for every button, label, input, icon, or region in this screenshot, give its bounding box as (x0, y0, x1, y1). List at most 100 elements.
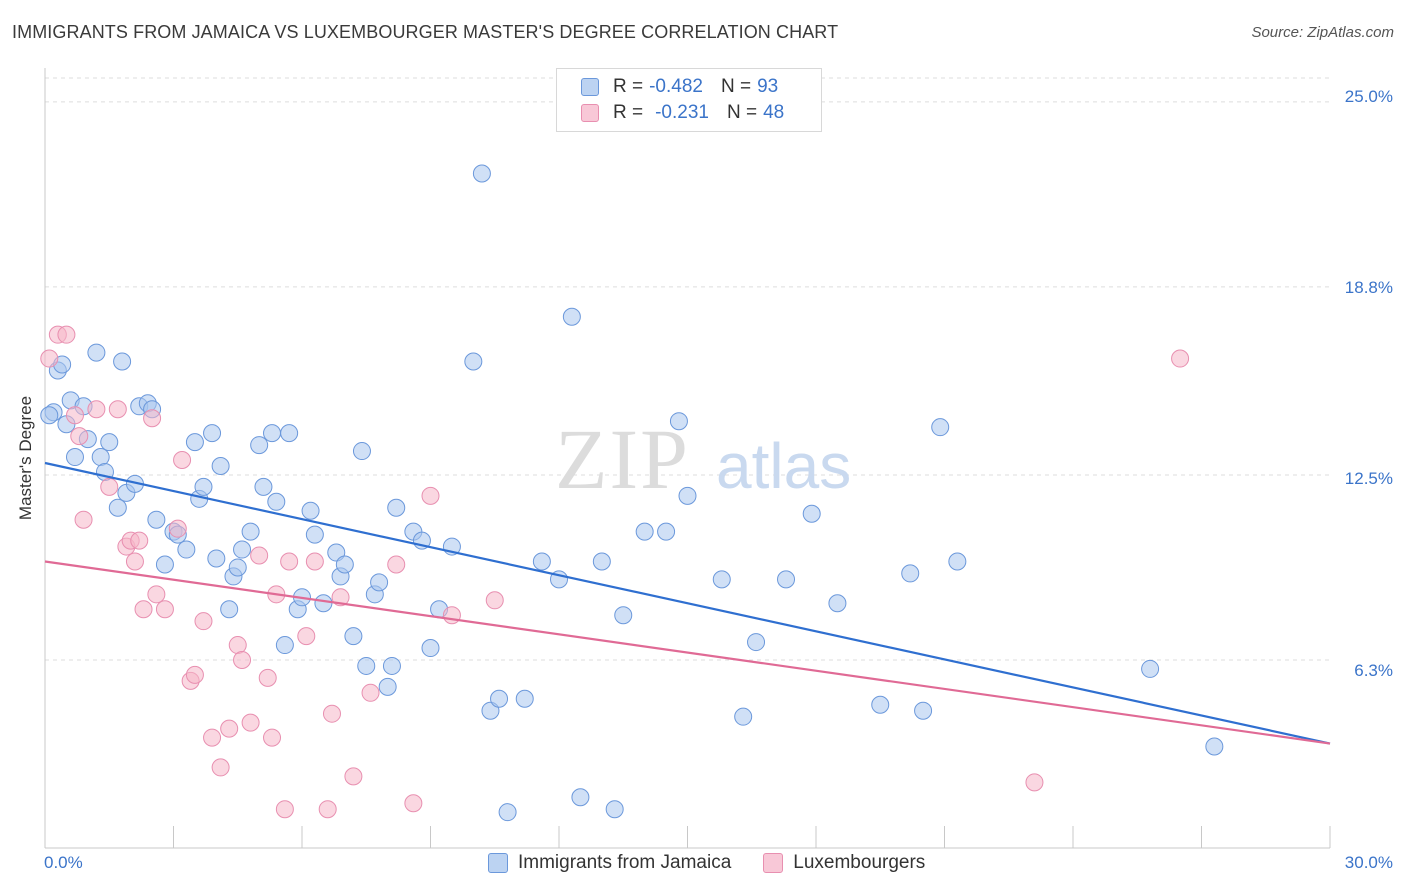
jamaica-point (357, 656, 376, 675)
legend-swatch-blue (488, 853, 508, 873)
luxembourger-point (228, 636, 247, 655)
legend-label: Luxembourgers (793, 852, 926, 873)
legend-n-value: 48 (763, 102, 785, 123)
watermark: ZIP atlas (555, 411, 851, 507)
jamaica-point (250, 436, 269, 455)
luxembourger-point (404, 794, 423, 813)
jamaica-point (592, 552, 611, 571)
luxembourger-point (275, 800, 294, 819)
chart-title: IMMIGRANTS FROM JAMAICA VS LUXEMBOURGER … (12, 22, 839, 42)
jamaica-point (605, 800, 624, 819)
jamaica-point (207, 549, 226, 568)
jamaica-point (267, 492, 286, 511)
luxembourger-point (421, 486, 440, 505)
jamaica-point (40, 406, 59, 425)
jamaica-point (185, 433, 204, 452)
legend-r-label: R = (613, 76, 644, 97)
jamaica-point (177, 540, 196, 559)
luxembourger-point (280, 552, 299, 571)
legend-n-label: N = (720, 76, 752, 97)
luxembourger-point (65, 406, 84, 425)
luxembourger-point (87, 400, 106, 419)
jamaica-point (108, 498, 127, 517)
jamaica-point (678, 486, 697, 505)
luxembourger-point (130, 531, 149, 550)
legend-label: Immigrants from Jamaica (518, 852, 732, 873)
luxembourger-point (1171, 349, 1190, 368)
jamaica-point (220, 600, 239, 619)
series-legend: Immigrants from Jamaica Luxembourgers (488, 852, 957, 874)
luxembourger-point (263, 728, 282, 747)
jamaica-point (931, 418, 950, 437)
source-label: Source: ZipAtlas.com (1251, 24, 1394, 41)
jamaica-point (657, 522, 676, 541)
jamaica-point (280, 424, 299, 443)
y-tick-label: 12.5% (1344, 469, 1393, 488)
luxembourger-point (100, 477, 119, 496)
luxembourger-point (70, 427, 89, 446)
legend-n-label: N = (726, 102, 758, 123)
luxembourger-point (387, 555, 406, 574)
jamaica-point (464, 352, 483, 371)
legend-item-jamaica: Immigrants from Jamaica (488, 852, 731, 874)
jamaica-point (421, 639, 440, 658)
jamaica-point (515, 689, 534, 708)
jamaica-point (275, 636, 294, 655)
jamaica-point (712, 570, 731, 589)
luxembourger-point (57, 325, 76, 344)
luxembourger-point (297, 627, 316, 646)
luxembourger-point (331, 588, 350, 607)
jamaica-point (263, 424, 282, 443)
jamaica-point (498, 803, 517, 822)
jamaica-point (211, 456, 230, 475)
luxembourger-point (233, 650, 252, 669)
luxembourger-point (344, 767, 363, 786)
legend-swatch-pink (763, 853, 784, 873)
luxembourger-point (361, 683, 380, 702)
luxembourger-point (220, 719, 239, 738)
jamaica-point (91, 448, 110, 467)
jamaica-point (387, 498, 406, 517)
luxembourger-point (185, 665, 204, 684)
legend-swatch-pink (581, 104, 599, 122)
legend-r-value: -0.231 (655, 102, 709, 123)
jamaica-point (305, 525, 324, 544)
jamaica-point (734, 707, 753, 726)
luxembourger-point (442, 606, 461, 625)
jamaica-point (113, 352, 132, 371)
legend-item-luxembourgers: Luxembourgers (763, 852, 925, 874)
luxembourger-point (258, 668, 277, 687)
luxembourger-point (155, 600, 174, 619)
jamaica-point (532, 552, 551, 571)
luxembourger-point (318, 800, 337, 819)
y-tick-label: 18.8% (1344, 278, 1393, 297)
jamaica-point (100, 433, 119, 452)
jamaica-point (155, 555, 174, 574)
luxembourger-point (203, 728, 222, 747)
jamaica-point (352, 442, 371, 461)
luxembourger-point (74, 510, 93, 529)
jamaica-point (65, 448, 84, 467)
watermark-zip: ZIP (555, 411, 690, 507)
jamaica-point (777, 570, 796, 589)
jamaica-point (571, 788, 590, 807)
jamaica-point (802, 504, 821, 523)
luxembourger-point (134, 600, 153, 619)
luxembourger-point (322, 704, 341, 723)
jamaica-point (914, 701, 933, 720)
legend-swatch-blue (581, 78, 599, 96)
luxembourger-point (211, 758, 230, 777)
legend-row-jamaica: R = -0.482 N = 93 (581, 75, 778, 99)
jamaica-point (382, 656, 401, 675)
data-points (40, 164, 1224, 822)
legend-r-label: R = (613, 102, 644, 123)
jamaica-point (254, 477, 273, 496)
jamaica-point (335, 555, 354, 574)
y-tick-label: 25.0% (1344, 87, 1393, 106)
jamaica-point (669, 412, 688, 431)
luxembourger-point (147, 585, 166, 604)
luxembourger-point (125, 552, 144, 571)
jamaica-point (228, 558, 247, 577)
x-tick-label-left: 0.0% (44, 853, 83, 872)
trend-lines (44, 461, 1331, 745)
